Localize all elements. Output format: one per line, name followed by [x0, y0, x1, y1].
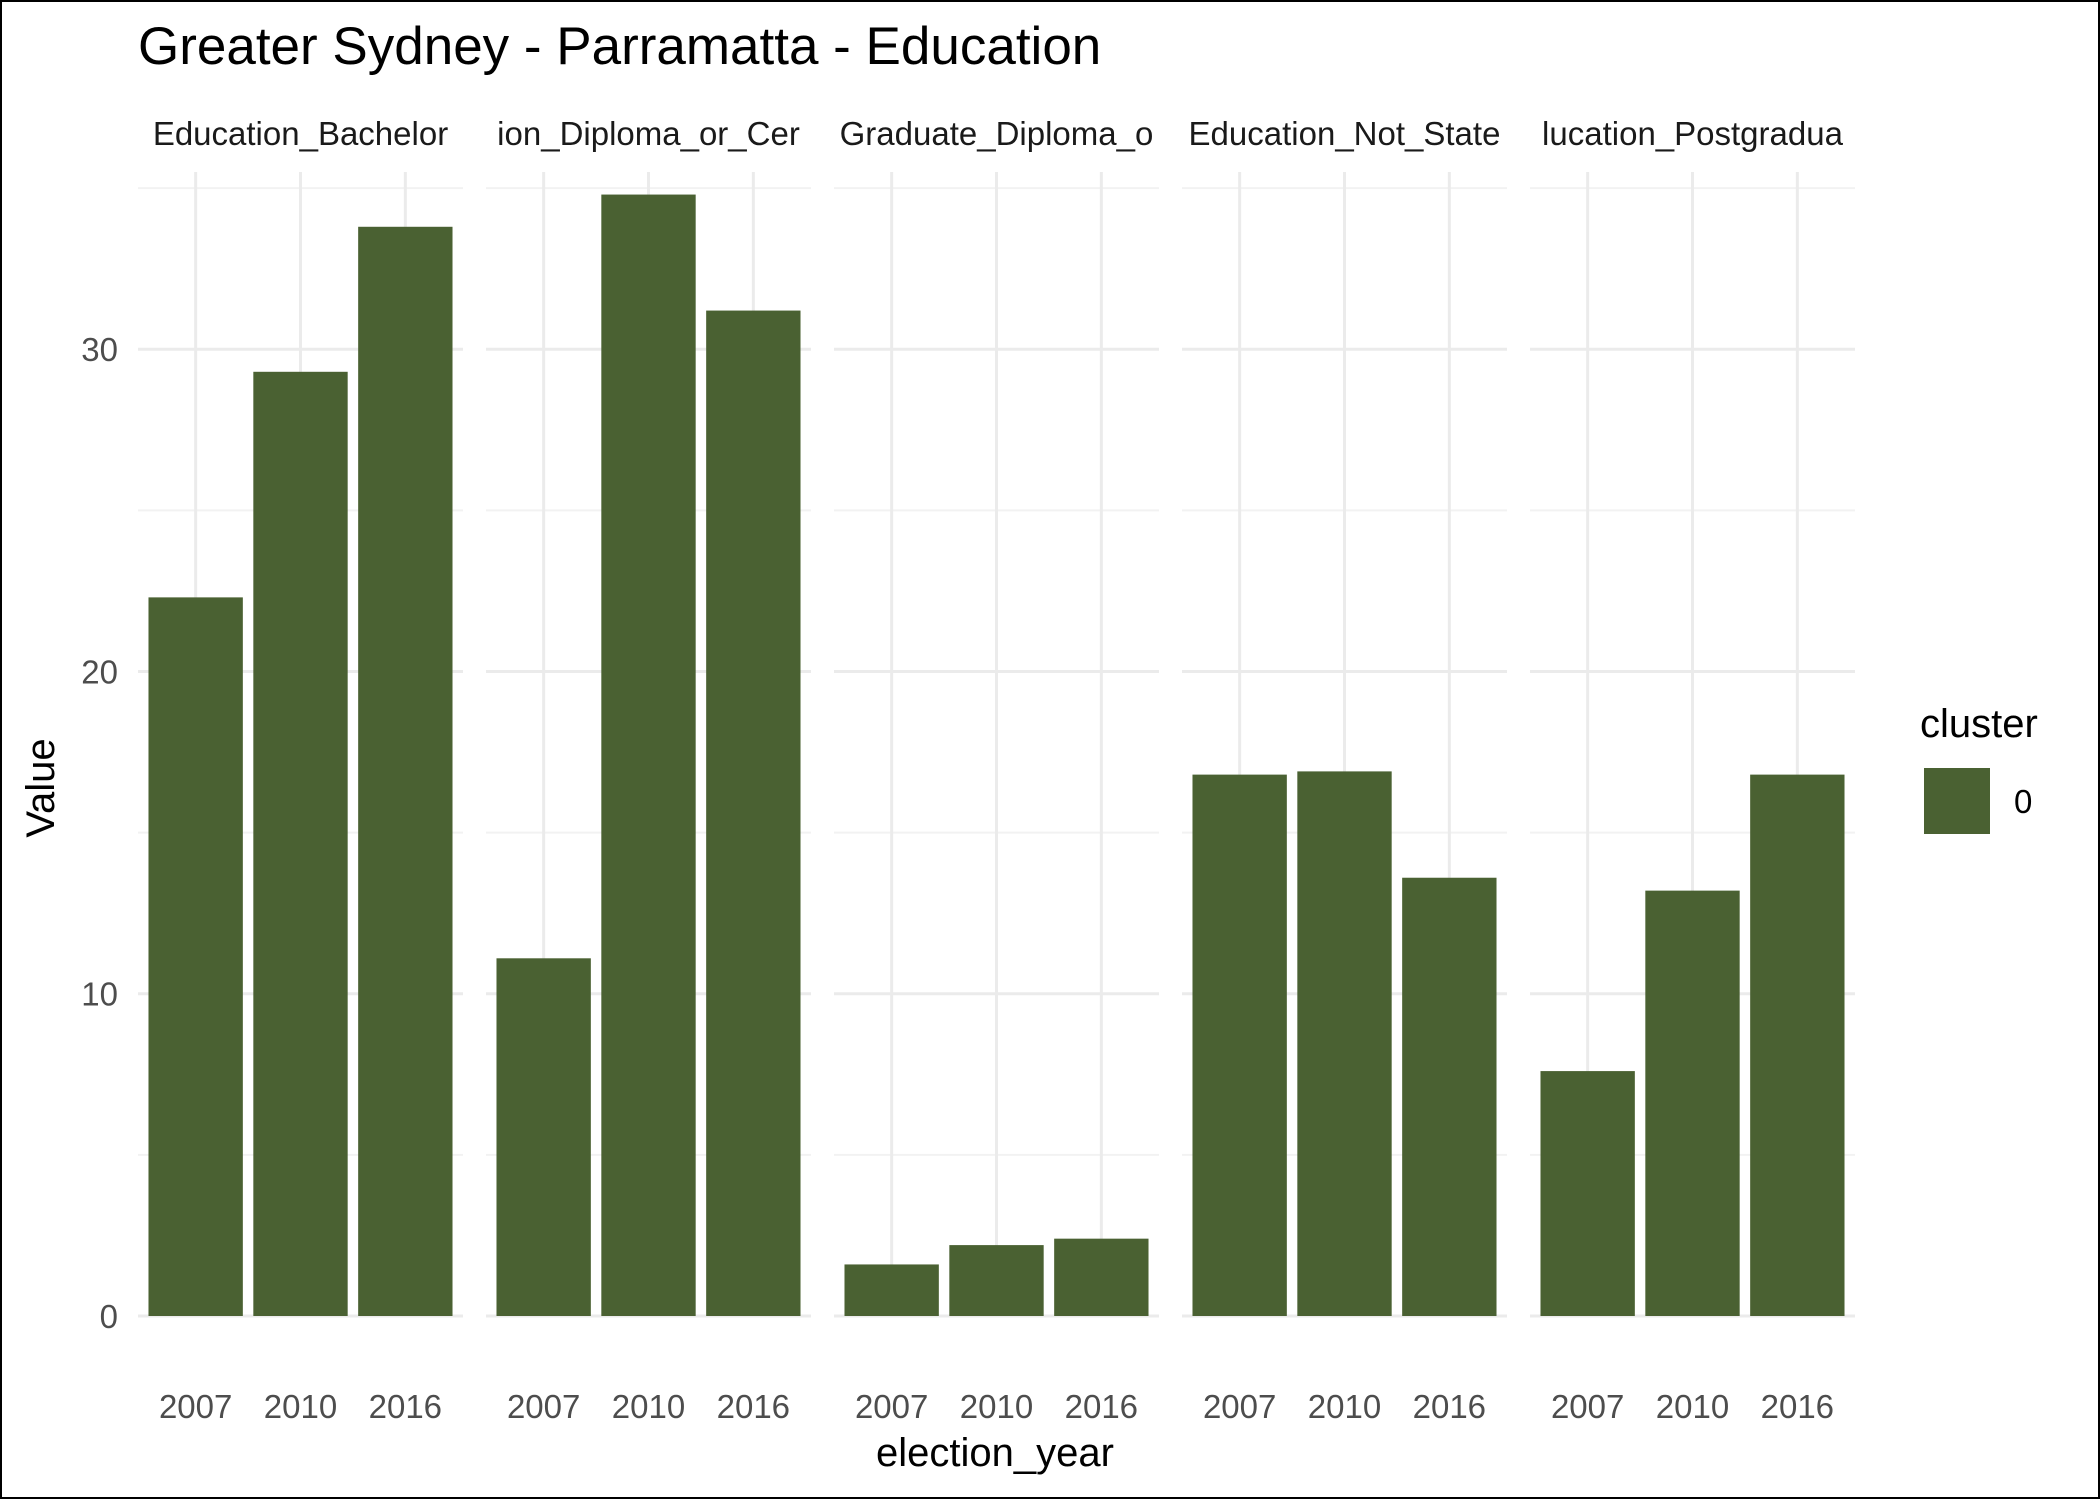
bar: [253, 371, 348, 1316]
bar: [358, 226, 453, 1317]
facet-panel: ion_Diploma_or_Cer 2007 2010 2016: [486, 115, 811, 1425]
facet-strip-label: Education_Not_State: [1189, 115, 1501, 152]
x-tick-label: 2016: [717, 1388, 790, 1425]
x-tick-label: 2007: [507, 1388, 580, 1425]
facet-strip-label: Graduate_Diploma_o: [840, 115, 1154, 152]
bar: [601, 194, 696, 1316]
legend-title: cluster: [1920, 702, 2038, 746]
bar: [1750, 774, 1845, 1316]
facet-panel: lucation_Postgradua 2007 2010 2016: [1530, 115, 1855, 1425]
x-tick-label: 2010: [960, 1388, 1033, 1425]
x-tick-label: 2010: [264, 1388, 337, 1425]
x-tick-label: 2010: [1656, 1388, 1729, 1425]
bar: [1192, 774, 1287, 1316]
legend-label: 0: [2014, 783, 2032, 820]
bar: [1540, 1071, 1635, 1316]
bar: [949, 1245, 1044, 1316]
legend-key-swatch: [1924, 768, 1990, 834]
x-tick-label: 2016: [1065, 1388, 1138, 1425]
bar: [844, 1264, 939, 1316]
y-tick-label: 30: [81, 331, 118, 368]
y-tick-label: 20: [81, 653, 118, 690]
y-tick-label: 0: [100, 1298, 118, 1335]
legend: cluster 0: [1920, 702, 2038, 834]
facet-strip-label: lucation_Postgradua: [1542, 115, 1844, 152]
x-tick-label: 2016: [1761, 1388, 1834, 1425]
x-tick-label: 2016: [1413, 1388, 1486, 1425]
facet-panel: Education_Bachelor 2007 2010 2016: [138, 115, 463, 1425]
facet-panel: Education_Not_State 2007 2010 2016: [1182, 115, 1507, 1425]
y-axis-title: Value: [19, 738, 63, 837]
bar: [1645, 890, 1740, 1316]
bar: [1402, 877, 1497, 1316]
x-tick-label: 2007: [855, 1388, 928, 1425]
x-tick-label: 2010: [612, 1388, 685, 1425]
bar: [496, 958, 591, 1316]
chart-title: Greater Sydney - Parramatta - Education: [138, 17, 1101, 76]
x-axis-title: election_year: [876, 1431, 1114, 1475]
bar: [148, 597, 243, 1316]
x-tick-label: 2016: [369, 1388, 442, 1425]
x-tick-label: 2007: [159, 1388, 232, 1425]
x-tick-label: 2007: [1551, 1388, 1624, 1425]
bar: [1297, 771, 1392, 1316]
facet-strip-label: ion_Diploma_or_Cer: [497, 115, 800, 152]
facet-strip-label: Education_Bachelor: [153, 115, 448, 152]
bar: [706, 310, 801, 1317]
facet-panel: Graduate_Diploma_o 2007 2010 2016: [834, 115, 1159, 1425]
x-tick-label: 2007: [1203, 1388, 1276, 1425]
bar: [1054, 1238, 1149, 1316]
x-tick-label: 2010: [1308, 1388, 1381, 1425]
y-tick-label: 10: [81, 976, 118, 1013]
